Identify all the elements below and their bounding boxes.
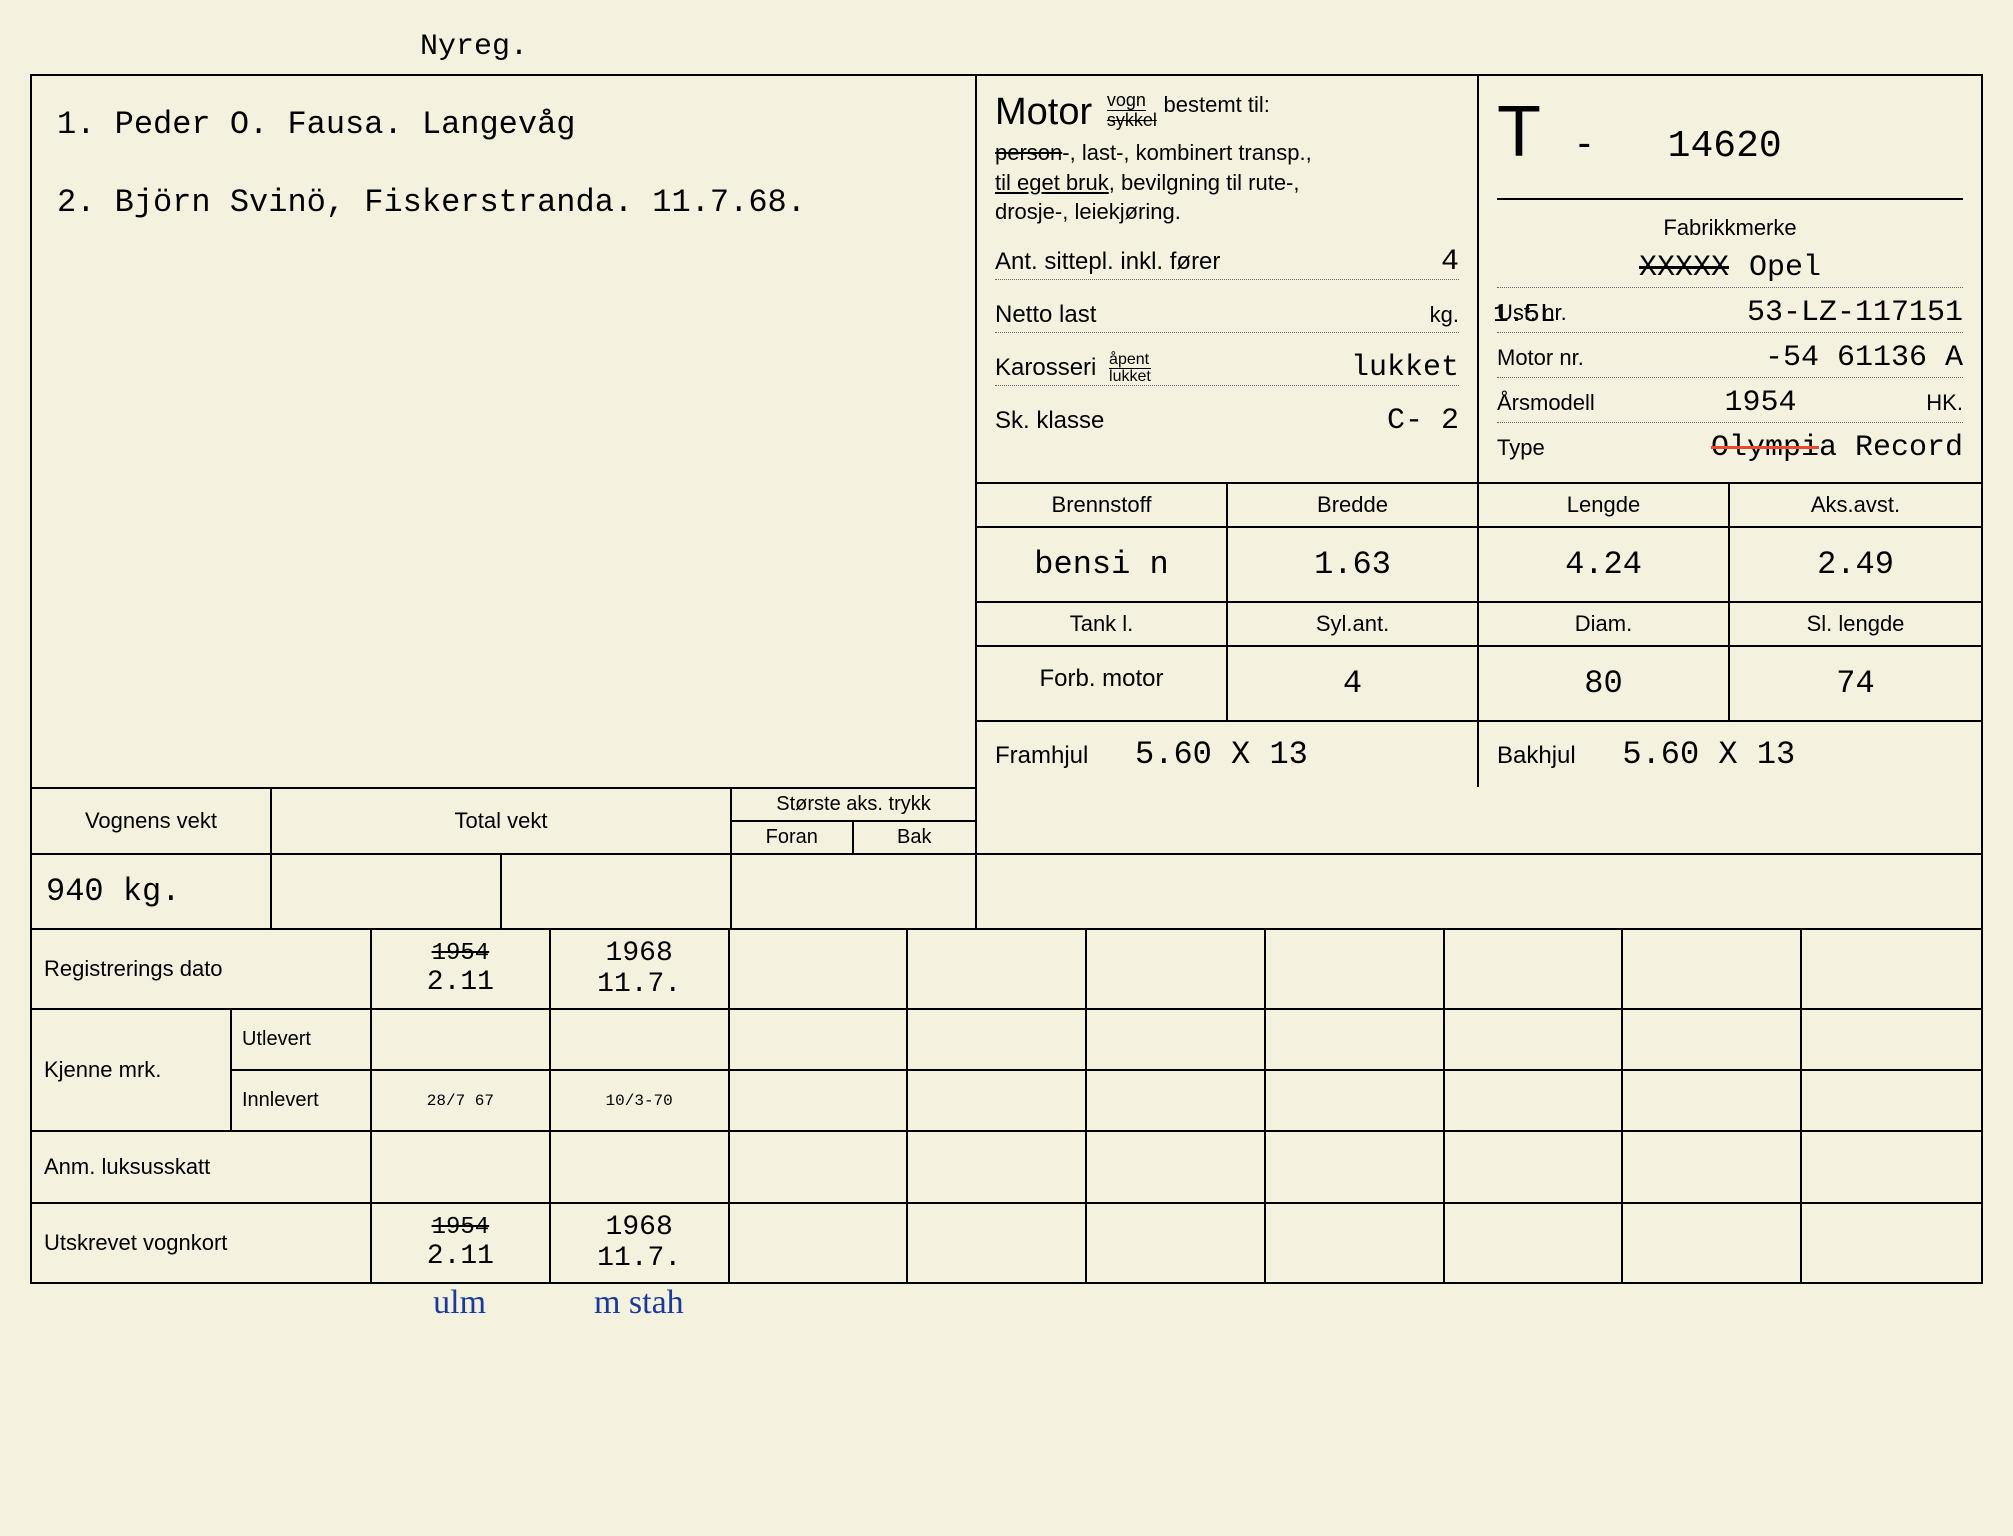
klasse-value: C- 2 (1387, 404, 1459, 438)
utskrevet-cell-2: 1968 11.7. (551, 1204, 730, 1282)
signature-1: ulm (370, 1284, 549, 1322)
anm-label: Anm. luksusskatt (32, 1132, 372, 1202)
vognens-vekt-value: 940 kg. (32, 853, 272, 928)
utskrevet-label: Utskrevet vognkort (32, 1204, 372, 1282)
motor-sub: vogn sykkel (1107, 91, 1157, 131)
weight-values-row: 940 kg. (30, 853, 1983, 928)
bestemt-label: bestemt til: (1164, 92, 1270, 117)
bredde-value: 1.63 (1228, 528, 1479, 601)
right-top: Motor vogn sykkel bestemt til: person-, … (977, 76, 1981, 787)
fabrikk-label: Fabrikkmerke (1497, 215, 1963, 241)
reg-dato-label: Registrerings dato (32, 930, 372, 1008)
ust-line: Ust. nr. 53-LZ-117151 (1497, 296, 1963, 333)
foran-label: Foran (732, 822, 854, 853)
forb-motor: Forb. motor (977, 647, 1228, 720)
vognens-vekt-label: Vognens vekt (32, 787, 272, 853)
reg-number-value: 14620 (1668, 125, 1782, 168)
bottom-table: Registrerings dato 1954 2.11 1968 11.7. … (30, 928, 1983, 1284)
specs-block: Brennstoff Bredde Lengde Aks.avst. bensi… (977, 482, 1981, 787)
motor-box: Motor vogn sykkel bestemt til: person-, … (977, 76, 1479, 482)
karosseri-line: Karosseri åpent lukket lukket (995, 351, 1459, 386)
motor-title: Motor (995, 91, 1092, 134)
type-line: Type Olympia Record (1497, 431, 1963, 467)
reg-dato-cell-1: 1954 2.11 (372, 930, 551, 1008)
ust-value: 53-LZ-117151 (1747, 296, 1963, 330)
bakhjul-cell: Bakhjul 5.60 X 13 (1479, 722, 1981, 787)
owner-line-2: 2. Björn Svinö, Fiskerstranda. 11.7.68. (57, 174, 950, 232)
fabrikk-value: Opel (1749, 251, 1821, 285)
klasse-line: Sk. klasse C- 2 (995, 404, 1459, 438)
specs-row2-values: Forb. motor 4 80 74 (977, 645, 1981, 720)
total-vekt-label: Total vekt (272, 787, 732, 853)
motor-nr-value: -54 61136 A (1765, 341, 1963, 375)
aks-trykk-label: Største aks. trykk (732, 787, 977, 822)
reg-dato-cell-2: 1968 11.7. (551, 930, 730, 1008)
motor-nr-line: Motor nr. -54 61136 A (1497, 341, 1963, 378)
bak-label: Bak (854, 822, 976, 853)
specs-row2-headers: Tank l. Syl.ant. Diam. Sl. lengde (977, 601, 1981, 645)
utskrevet-row: Utskrevet vognkort 1954 2.11 1968 11.7. (32, 1204, 1981, 1282)
motor-desc: person-, last-, kombinert transp., til e… (995, 138, 1459, 227)
seats-value: 4 (1441, 245, 1459, 279)
owner-line-1: 1. Peder O. Fausa. Langevåg (57, 96, 950, 154)
registration-box: T - 14620 Fabrikkmerke XXXXX Opel Ust. n… (1479, 76, 1981, 482)
innlevert-cell-2: 10/3-70 (551, 1071, 730, 1130)
extra-displacement: 1.5L (1493, 299, 1555, 329)
fabrikk-value-line: XXXXX Opel (1497, 251, 1963, 288)
specs-row1-values: bensi n 1.63 4.24 2.49 (977, 526, 1981, 601)
kjenne-label: Kjenne mrk. (32, 1010, 232, 1130)
specs-row1-headers: Brennstoff Bredde Lengde Aks.avst. (977, 482, 1981, 526)
main-grid: 1. Peder O. Fausa. Langevåg 2. Björn Svi… (30, 74, 1983, 787)
diam-value: 80 (1479, 647, 1730, 720)
seats-line: Ant. sittepl. inkl. fører 4 (995, 245, 1459, 280)
wheels-row: Framhjul 5.60 X 13 Bakhjul 5.60 X 13 (977, 720, 1981, 787)
netto-line: Netto last kg. (995, 298, 1459, 333)
owners-box: 1. Peder O. Fausa. Langevåg 2. Björn Svi… (32, 76, 977, 787)
utskrevet-cell-1: 1954 2.11 (372, 1204, 551, 1282)
sylant-value: 4 (1228, 647, 1479, 720)
aksavst-value: 2.49 (1730, 528, 1981, 601)
kjenne-utlevert-row: Kjenne mrk. Utlevert Innlevert 28/7 67 1… (32, 1010, 1981, 1132)
header-note: Nyreg. (420, 30, 1983, 64)
registration-number: T - 14620 (1497, 91, 1963, 200)
lengde-value: 4.24 (1479, 528, 1730, 601)
arsmodell-line: Årsmodell 1954 HK. (1497, 386, 1963, 423)
utlevert-label: Utlevert (232, 1010, 372, 1071)
weight-section: Vognens vekt Største aks. trykk Total ve… (30, 787, 1983, 853)
signature-2: m stah (549, 1284, 728, 1322)
type-value: a Record (1819, 431, 1963, 465)
karosseri-value: lukket (1351, 351, 1459, 385)
signature-row: ulm m stah (30, 1284, 1983, 1322)
innlevert-label: Innlevert (232, 1071, 372, 1130)
reg-dato-row: Registrerings dato 1954 2.11 1968 11.7. (32, 930, 1981, 1010)
framhjul-value: 5.60 X 13 (1135, 736, 1308, 773)
brennstoff-value: bensi n (977, 528, 1228, 601)
sllengde-value: 74 (1730, 647, 1981, 720)
innlevert-cell-1: 28/7 67 (372, 1071, 551, 1130)
registration-card: Nyreg. 1. Peder O. Fausa. Langevåg 2. Bj… (30, 30, 1983, 1322)
framhjul-cell: Framhjul 5.60 X 13 (977, 722, 1479, 787)
bakhjul-value: 5.60 X 13 (1622, 736, 1795, 773)
arsmodell-value: 1954 (1725, 386, 1797, 420)
anm-row: Anm. luksusskatt (32, 1132, 1981, 1204)
